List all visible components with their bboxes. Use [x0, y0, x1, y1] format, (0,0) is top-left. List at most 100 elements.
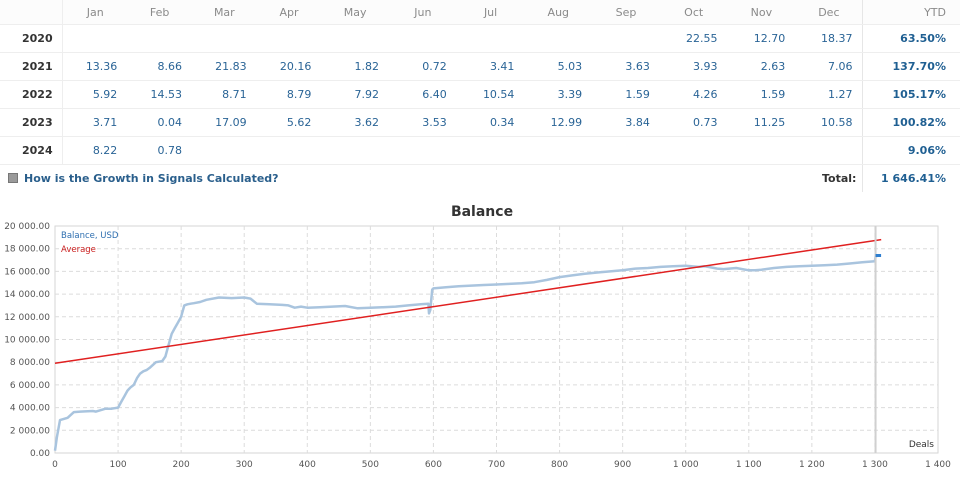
month-header: Aug — [524, 0, 593, 25]
month-growth-cell — [191, 136, 257, 165]
month-growth-cell — [592, 24, 660, 53]
month-growth-cell: 1.82 — [321, 52, 390, 81]
month-growth-cell — [795, 136, 863, 165]
year-label: 2022 — [0, 80, 63, 109]
month-growth-cell: 10.54 — [456, 80, 525, 109]
month-growth-cell: 18.37 — [795, 24, 863, 53]
grid — [55, 226, 938, 453]
month-header: Apr — [256, 0, 322, 25]
month-growth-cell — [727, 136, 796, 165]
year-label: 2023 — [0, 108, 63, 137]
month-growth-cell: 2.63 — [727, 52, 796, 81]
x-tick-label: 1 000 — [673, 460, 699, 470]
month-header: Sep — [592, 0, 660, 25]
month-growth-cell: 14.53 — [127, 80, 192, 109]
month-growth-cell: 1.27 — [795, 80, 863, 109]
year-label: 2020 — [0, 24, 63, 53]
month-growth-cell: 3.62 — [321, 108, 390, 137]
x-tick-label: 600 — [425, 460, 442, 470]
month-growth-cell — [659, 136, 728, 165]
x-tick-label: 200 — [173, 460, 190, 470]
month-growth-cell: 3.63 — [592, 52, 660, 81]
month-growth-cell — [256, 24, 322, 53]
month-growth-cell: 4.26 — [659, 80, 728, 109]
month-growth-cell — [389, 136, 457, 165]
month-growth-cell: 0.78 — [127, 136, 192, 165]
month-growth-cell: 17.09 — [191, 108, 257, 137]
month-growth-cell — [389, 24, 457, 53]
month-growth-cell: 11.25 — [727, 108, 796, 137]
year-label: 2021 — [0, 52, 63, 81]
month-header: Jun — [389, 0, 457, 25]
month-growth-cell — [127, 24, 192, 53]
ytd-cell: 100.82% — [862, 108, 960, 137]
year-row: 2023 3.71 0.04 17.09 5.62 3.62 3.53 0.34 12.99 3.… — [0, 108, 960, 137]
x-axis-label: Deals — [909, 440, 934, 450]
growth-calculation-help-link[interactable]: How is the Growth in Signals Calculated? — [24, 172, 279, 185]
year-row: 2024 8.22 0.78 9.06% — [0, 136, 960, 165]
ytd-cell: 105.17% — [862, 80, 960, 109]
y-tick-label: 12 000.00 — [4, 313, 50, 323]
month-growth-cell: 3.41 — [456, 52, 525, 81]
month-growth-cell: 7.92 — [321, 80, 390, 109]
month-header: Dec — [795, 0, 863, 25]
month-growth-cell: 22.55 — [659, 24, 728, 53]
month-growth-cell: 5.92 — [62, 80, 128, 109]
year-row: 2022 5.92 14.53 8.71 8.79 7.92 6.40 10.54 3.39 1.… — [0, 80, 960, 109]
ytd-cell: 63.50% — [862, 24, 960, 53]
table-footer-row: How is the Growth in Signals Calculated?… — [0, 164, 960, 192]
month-growth-cell: 3.71 — [62, 108, 128, 137]
month-growth-cell: 3.53 — [389, 108, 457, 137]
legend-average: Average — [61, 245, 96, 255]
month-growth-cell: 5.03 — [524, 52, 593, 81]
month-growth-cell: 8.79 — [256, 80, 322, 109]
ytd-header: YTD — [862, 0, 960, 25]
year-label: 2024 — [0, 136, 63, 165]
x-tick-label: 1 300 — [862, 460, 888, 470]
axis-ticks: 0 100 200 300 400 500 600 700 800 900 1 000 1 100 1 … — [4, 222, 951, 470]
x-tick-label: 100 — [109, 460, 126, 470]
month-growth-cell: 0.34 — [456, 108, 525, 137]
month-growth-cell: 7.06 — [795, 52, 863, 81]
month-growth-cell: 13.36 — [62, 52, 128, 81]
month-growth-cell: 6.40 — [389, 80, 457, 109]
month-growth-cell: 20.16 — [256, 52, 322, 81]
x-tick-label: 1 100 — [736, 460, 762, 470]
balance-chart: Balance 0 100 200 300 400 500 600 700 800 900 1 00… — [4, 204, 951, 470]
month-growth-cell: 8.66 — [127, 52, 192, 81]
month-growth-cell — [592, 136, 660, 165]
help-book-icon — [8, 173, 18, 183]
x-tick-label: 400 — [299, 460, 316, 470]
month-growth-cell — [524, 136, 593, 165]
x-tick-label: 900 — [614, 460, 631, 470]
y-tick-label: 0.00 — [30, 449, 50, 459]
x-tick-label: 700 — [488, 460, 505, 470]
total-label: Total: — [822, 172, 857, 185]
month-header: Jan — [62, 0, 128, 25]
x-tick-label: 300 — [236, 460, 253, 470]
x-tick-label: 800 — [551, 460, 568, 470]
y-tick-label: 2 000.00 — [10, 426, 50, 436]
month-growth-cell — [191, 24, 257, 53]
month-growth-cell — [456, 24, 525, 53]
legend-balance: Balance, USD — [61, 231, 119, 241]
month-header: Feb — [127, 0, 192, 25]
x-tick-label: 1 400 — [925, 460, 951, 470]
month-growth-cell — [524, 24, 593, 53]
x-tick-label: 500 — [362, 460, 379, 470]
x-tick-label: 1 200 — [799, 460, 825, 470]
month-growth-cell — [321, 24, 390, 53]
month-growth-cell: 5.62 — [256, 108, 322, 137]
balance-series-line — [53, 254, 879, 451]
month-growth-cell — [456, 136, 525, 165]
month-growth-cell: 8.71 — [191, 80, 257, 109]
ytd-cell: 137.70% — [862, 52, 960, 81]
y-tick-label: 8 000.00 — [10, 358, 50, 368]
month-growth-cell: 3.84 — [592, 108, 660, 137]
month-growth-cell: 12.70 — [727, 24, 796, 53]
month-growth-cell: 1.59 — [727, 80, 796, 109]
month-growth-cell: 3.93 — [659, 52, 728, 81]
year-row: 2020 22.55 12.70 18.37 63.50% — [0, 24, 960, 53]
y-tick-label: 6 000.00 — [10, 381, 50, 391]
month-header: May — [321, 0, 390, 25]
